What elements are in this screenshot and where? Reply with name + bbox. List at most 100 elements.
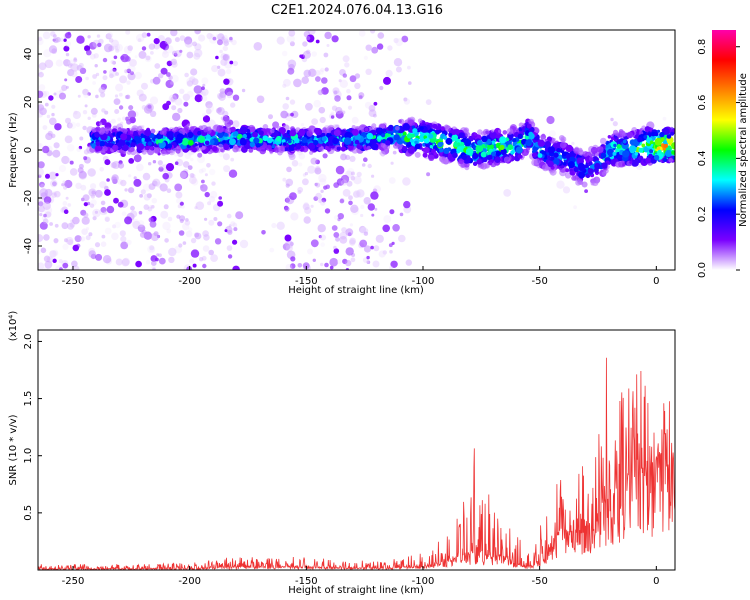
spectrogram-cell (61, 222, 69, 230)
spectrogram-cell (232, 120, 240, 128)
spectrogram-cell (165, 163, 175, 172)
spectrogram-cell (321, 77, 328, 84)
spectrogram-cell (114, 221, 121, 229)
spectrogram-cell (578, 171, 586, 179)
spectrogram-cell (85, 227, 90, 231)
spectrogram-cell (301, 136, 308, 143)
spectrogram-cell (172, 50, 177, 56)
spectrogram-cell (417, 118, 423, 124)
spectrogram-cell (361, 163, 366, 167)
spectrogram-cell (184, 39, 193, 48)
spectrogram-cell (323, 52, 329, 58)
y-tick-label: 40 (23, 48, 34, 61)
spectrogram-cell (628, 145, 637, 153)
spectrogram-cell (398, 119, 402, 123)
spectrogram-cell (439, 156, 447, 164)
spectrogram-cell (81, 228, 88, 235)
spectrogram-cell (205, 134, 211, 140)
spectrogram-cell (331, 35, 339, 43)
spectrogram-cell (52, 249, 59, 256)
spectrogram-cell (232, 146, 239, 153)
spectrogram-cell (126, 68, 132, 74)
spectrogram-cell (577, 147, 583, 153)
spectrogram-cell (565, 144, 573, 153)
spectrogram-cell (270, 128, 275, 134)
spectrogram-cell (198, 34, 206, 42)
colorbar-label: Normalized spectral amplitude (738, 73, 749, 227)
spectrogram-cell (311, 118, 318, 125)
spectrogram-cell (311, 51, 318, 57)
colorbar-tick-label: 0.4 (697, 150, 708, 166)
spectrogram-cell (184, 72, 189, 78)
spectrogram-cell (141, 46, 147, 51)
spectrogram-cell (653, 154, 660, 161)
spectrogram-cell (242, 133, 247, 139)
spectrogram-cell (88, 250, 97, 258)
spectrogram-cell (98, 86, 106, 94)
spectrogram-cell (43, 90, 50, 97)
spectrogram-cell (406, 133, 413, 139)
spectrogram-cell (136, 163, 144, 172)
spectrogram-cell (383, 76, 391, 85)
spectrogram-cell (215, 55, 219, 60)
x-tick-label: -250 (62, 276, 85, 287)
spectrogram-cell (141, 137, 145, 142)
spectrogram-cell (366, 260, 371, 265)
spectrogram-cell (38, 201, 44, 207)
spectrogram-cell (64, 40, 71, 47)
spectrogram-cell (407, 146, 415, 154)
spectrogram-cell (306, 130, 314, 137)
spectrogram-cell (67, 239, 74, 246)
spectrogram-cell (645, 157, 652, 164)
y-tick-label: 0.5 (23, 505, 34, 521)
spectrogram-cell (165, 79, 174, 89)
spectrogram-cell (81, 216, 90, 225)
spectrogram-cell (71, 260, 78, 268)
spectrogram-cell (291, 160, 299, 167)
spectrogram-cell (212, 36, 217, 41)
spectrogram-cell (65, 52, 70, 57)
spectrogram-cell (324, 67, 329, 72)
spectrogram-cell (89, 42, 97, 50)
spectrogram-cell (428, 133, 434, 139)
spectrogram-cell (154, 63, 161, 69)
spectrogram-cell (280, 110, 289, 119)
spectrogram-cell (358, 30, 366, 37)
spectrogram-cell (222, 110, 229, 117)
spectrogram-cell (168, 94, 178, 103)
spectrogram-cell (63, 185, 68, 190)
spectrogram-cell (130, 205, 135, 211)
spectrogram-cell (182, 93, 191, 102)
spectrogram-cell (146, 193, 152, 199)
spectrogram-cell (346, 88, 351, 94)
spectrogram-cell (182, 241, 187, 245)
spectrogram-cell (191, 178, 199, 186)
spectrogram-cell (227, 254, 233, 259)
spectrogram-cell (162, 103, 170, 111)
spectrogram-cell (276, 221, 285, 230)
spectrogram-cell (371, 213, 375, 217)
spectrogram-cell (555, 142, 562, 148)
spectrogram-cell (179, 171, 187, 179)
spectrogram-cell (42, 145, 50, 154)
spectrogram-cell (327, 148, 331, 152)
spectrogram-cell (351, 125, 356, 129)
spectrogram-cell (149, 220, 157, 228)
spectrogram-cell (179, 35, 186, 41)
spectrogram-cell (233, 227, 238, 232)
spectrogram-cell (457, 142, 461, 146)
spectrogram-cell (556, 148, 561, 153)
colorbar-tick-label: 0.0 (697, 262, 708, 278)
spectrogram-cell (363, 55, 368, 61)
spectrogram-cell (66, 144, 75, 152)
spectrogram-cell (42, 201, 51, 210)
spectrogram-cell (314, 166, 321, 172)
spectrogram-cell (480, 151, 487, 158)
spectrogram-cell (166, 72, 171, 77)
spectrogram-cell (223, 40, 230, 46)
spectrogram-cell (364, 127, 369, 132)
spectrogram-cell (638, 147, 644, 153)
spectrogram-cell (297, 190, 302, 194)
spectrogram-cell (208, 35, 218, 44)
spectrogram-cell (350, 175, 356, 181)
